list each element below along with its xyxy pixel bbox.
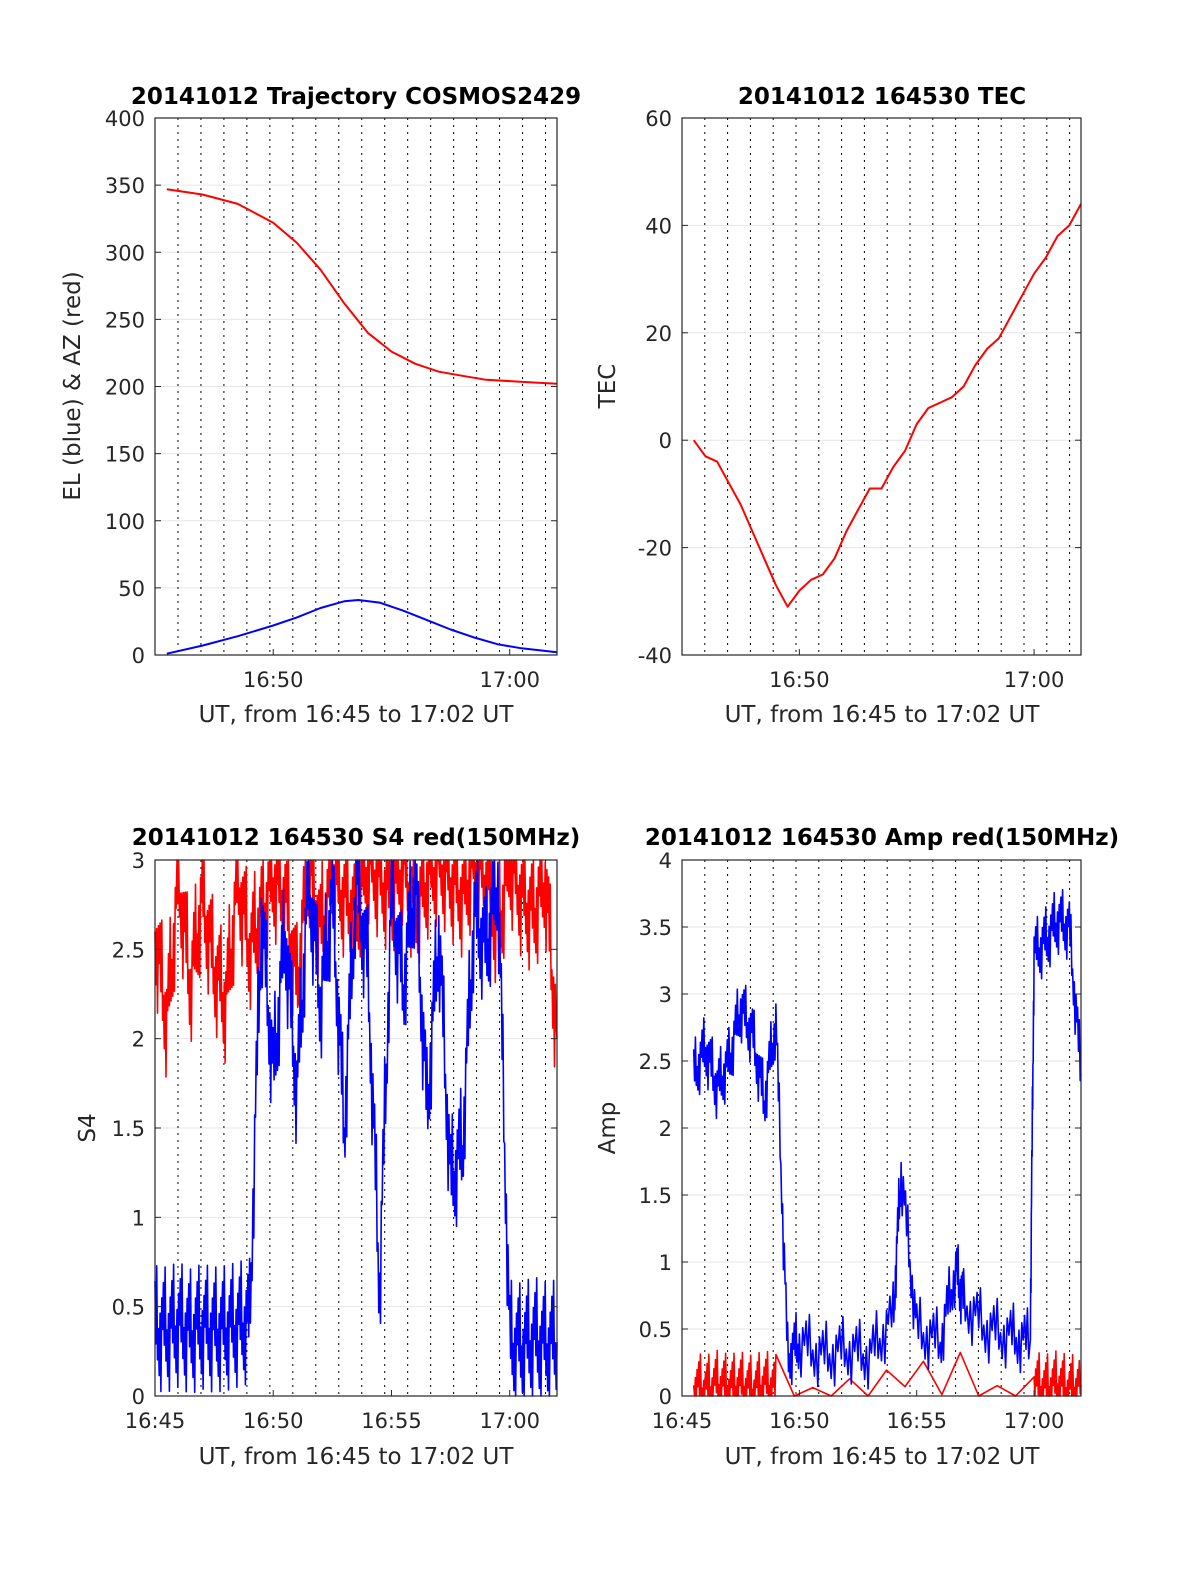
ticks: -40 -20 0 20 40 60 16:50 17:00 bbox=[638, 107, 1081, 692]
ticks: 0 0.5 1 1.5 2 2.5 3 16:45 16:50 16:55 17:00 bbox=[112, 849, 557, 1433]
x-axis-label: UT, from 16:45 to 17:02 UT bbox=[199, 702, 515, 728]
y-tick-label: 300 bbox=[105, 241, 145, 265]
x-axis-label: UT, from 16:45 to 17:02 UT bbox=[199, 1444, 515, 1470]
y-tick-label: 50 bbox=[118, 577, 145, 601]
y-axis-label: Amp bbox=[595, 1102, 621, 1155]
chart-title: 20141012 164530 Amp red(150MHz) bbox=[645, 825, 1119, 851]
y-tick-label: 3.5 bbox=[639, 916, 672, 940]
y-tick-label: 40 bbox=[645, 214, 672, 238]
y-tick-label: 2.5 bbox=[639, 1050, 672, 1074]
x-axis-label: UT, from 16:45 to 17:02 UT bbox=[725, 1444, 1041, 1470]
axes-box bbox=[681, 117, 1082, 656]
y-tick-label: 3 bbox=[132, 849, 145, 873]
chart-title: 20141012 164530 TEC bbox=[738, 84, 1026, 110]
grid-lines bbox=[682, 859, 1081, 1397]
y-axis-label: S4 bbox=[75, 1113, 101, 1142]
y-tick-label: 250 bbox=[105, 308, 145, 332]
y-axis-label: TEC bbox=[595, 364, 621, 410]
panel-tec: -40 -20 0 20 40 60 16:50 17:00 20141012 164530 … bbox=[595, 84, 1082, 728]
y-tick-label: 0 bbox=[659, 429, 672, 453]
y-tick-label: 3 bbox=[659, 983, 672, 1007]
y-tick-label: 100 bbox=[105, 510, 145, 534]
panel-trajectory: 0 50 100 150 200 250 300 350 400 16:50 17:00 20141… bbox=[60, 84, 581, 728]
x-tick-label: 16:55 bbox=[361, 1409, 422, 1433]
series-line-red bbox=[166, 188, 558, 385]
y-tick-label: 0.5 bbox=[639, 1318, 672, 1342]
x-tick-label: 17:00 bbox=[1004, 1409, 1065, 1433]
plot-area bbox=[692, 888, 1082, 1397]
series-line-red bbox=[692, 1349, 1082, 1397]
y-tick-label: 4 bbox=[659, 849, 672, 873]
panel-s4: 0 0.5 1 1.5 2 2.5 3 16:45 16:50 16:55 17:00 201410… bbox=[75, 825, 580, 1470]
y-tick-label: 20 bbox=[645, 322, 672, 346]
ticks: 0 50 100 150 200 250 300 350 400 16:50 17:00 bbox=[105, 107, 557, 692]
x-tick-label: 16:45 bbox=[125, 1409, 186, 1433]
y-tick-label: 150 bbox=[105, 443, 145, 467]
y-tick-label: -40 bbox=[638, 644, 672, 668]
y-tick-label: 2 bbox=[659, 1117, 672, 1141]
chart-title: 20141012 Trajectory COSMOS2429 bbox=[131, 84, 581, 110]
series-line-blue bbox=[166, 599, 558, 655]
y-tick-label: 0.5 bbox=[112, 1296, 145, 1320]
x-tick-label: 16:50 bbox=[769, 668, 830, 692]
y-tick-label: 1.5 bbox=[639, 1184, 672, 1208]
y-tick-label: -20 bbox=[638, 537, 672, 561]
y-tick-label: 2.5 bbox=[112, 938, 145, 962]
y-tick-label: 1.5 bbox=[112, 1117, 145, 1141]
x-tick-label: 16:50 bbox=[243, 668, 304, 692]
ticks: 0 0.5 1 1.5 2 2.5 3 3.5 4 16:45 16:50 16:55 17:00 bbox=[639, 849, 1081, 1433]
y-tick-label: 1 bbox=[132, 1206, 145, 1230]
x-tick-label: 17:00 bbox=[1004, 668, 1065, 692]
y-tick-label: 1 bbox=[659, 1251, 672, 1275]
y-tick-label: 2 bbox=[132, 1028, 145, 1052]
grid-lines bbox=[155, 859, 557, 1397]
x-axis-label: UT, from 16:45 to 17:02 UT bbox=[725, 702, 1041, 728]
y-tick-label: 0 bbox=[132, 644, 145, 668]
x-tick-label: 16:50 bbox=[769, 1409, 830, 1433]
y-axis-label: EL (blue) & AZ (red) bbox=[60, 271, 86, 500]
y-tick-label: 0 bbox=[659, 1385, 672, 1409]
y-tick-label: 0 bbox=[132, 1385, 145, 1409]
plot-area bbox=[166, 188, 558, 655]
plot-area bbox=[692, 203, 1082, 608]
axes-background bbox=[682, 118, 1081, 655]
series-line-blue bbox=[692, 888, 1082, 1390]
x-tick-label: 16:55 bbox=[886, 1409, 947, 1433]
y-tick-label: 350 bbox=[105, 174, 145, 198]
panel-amp: 0 0.5 1 1.5 2 2.5 3 3.5 4 16:45 16:50 16:55 17:00 20… bbox=[595, 825, 1119, 1470]
series-line-red bbox=[692, 203, 1082, 608]
y-tick-label: 200 bbox=[105, 376, 145, 400]
x-tick-label: 16:45 bbox=[652, 1409, 713, 1433]
chart-title: 20141012 164530 S4 red(150MHz) bbox=[132, 825, 581, 851]
y-tick-label: 400 bbox=[105, 107, 145, 131]
x-tick-label: 16:50 bbox=[243, 1409, 304, 1433]
x-tick-label: 17:00 bbox=[479, 668, 540, 692]
x-tick-label: 17:00 bbox=[479, 1409, 540, 1433]
y-tick-label: 60 bbox=[645, 107, 672, 131]
